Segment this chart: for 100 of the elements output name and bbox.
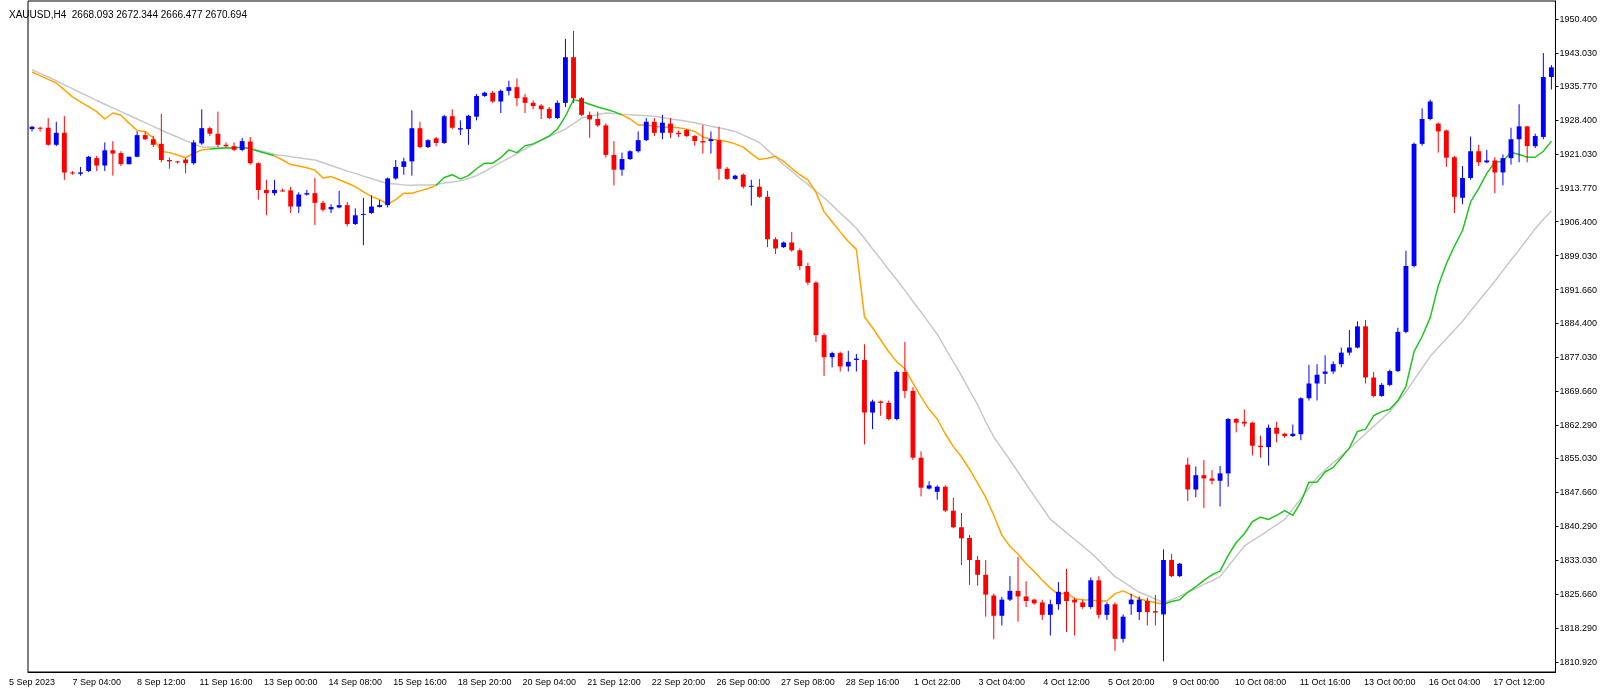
x-tick-label: 20 Sep 04:00 (522, 676, 577, 687)
candlestick (231, 141, 237, 152)
candlestick (1524, 125, 1530, 163)
x-tick-label: 22 Sep 20:00 (651, 676, 706, 687)
candlestick (498, 88, 504, 114)
candlestick (708, 130, 714, 155)
candlestick (369, 194, 374, 215)
candlestick (474, 93, 479, 121)
text: XAUUSD,H4 2668.093 2672.344 2666.477 2670.694 (9, 8, 248, 20)
x-tick-label: 10 Oct 08:00 (1234, 676, 1287, 687)
candlestick (1516, 103, 1522, 163)
candlestick (199, 108, 205, 146)
candlestick (344, 201, 350, 227)
candlestick (102, 141, 108, 172)
candlestick (1322, 354, 1328, 385)
candlestick (1338, 347, 1344, 368)
candlestick (449, 108, 455, 130)
candlestick (975, 555, 981, 587)
candlestick (942, 484, 948, 513)
candlestick (1274, 421, 1280, 443)
x-tick-label: 18 Sep 20:00 (457, 676, 512, 687)
candlestick (191, 139, 197, 166)
candlestick (393, 159, 399, 181)
x-tick-label: 4 Oct 12:00 (1043, 676, 1090, 687)
y-tick-label: 1847.660 (1559, 487, 1598, 498)
y-tick-label: 1906.400 (1559, 216, 1598, 227)
x-tick-label: 5 Oct 20:00 (1107, 676, 1155, 687)
candlestick (1144, 597, 1150, 626)
candlestick (587, 111, 593, 139)
x-tick-label: 5 Sep 2023 (9, 676, 56, 687)
y-tick-label: 1884.400 (1559, 318, 1598, 329)
y-tick-label: 1862.290 (1559, 420, 1598, 431)
candlestick (288, 186, 294, 214)
candlestick (635, 130, 641, 154)
candlestick (983, 559, 989, 618)
y-tick-label: 1899.030 (1559, 250, 1598, 261)
candlestick (336, 190, 342, 209)
y-tick-label: 1913.770 (1559, 182, 1598, 193)
candlestick (845, 350, 851, 373)
candlestick (45, 117, 51, 147)
candlestick (870, 399, 875, 430)
candlestick (1460, 165, 1465, 205)
candlestick (1492, 156, 1498, 194)
candlestick (1193, 465, 1199, 498)
candlestick (805, 262, 811, 286)
candlestick (554, 100, 560, 120)
x-tick-label: 27 Sep 08:00 (781, 676, 835, 687)
candlestick (1427, 99, 1433, 121)
candlestick (1209, 469, 1215, 485)
candlestick (748, 179, 754, 207)
candlestick (926, 480, 932, 490)
candlestick (579, 96, 585, 117)
candlestick (1023, 580, 1029, 608)
line-series (31, 68, 1553, 604)
x-tick-label: 28 Sep 16:00 (845, 676, 900, 687)
candlestick (660, 114, 665, 140)
candlestick (829, 351, 835, 368)
candlestick (902, 341, 908, 399)
candlestick (1128, 593, 1134, 616)
y-tick-label: 1869.660 (1559, 386, 1598, 397)
candlestick (110, 140, 116, 177)
candlestick (837, 351, 843, 373)
candlestick (466, 114, 471, 146)
candlestick (530, 100, 536, 110)
candlestick (1249, 421, 1255, 456)
candlestick (1435, 122, 1441, 154)
candlestick (1064, 568, 1069, 633)
x-tick-label: 3 Oct 04:00 (978, 676, 1026, 687)
x-tick-label: 13 Sep 00:00 (263, 676, 318, 687)
x-tick-label: 11 Sep 16:00 (199, 676, 253, 687)
x-tick-label: 15 Sep 16:00 (393, 676, 447, 687)
y-tick-label: 1921.030 (1559, 149, 1598, 160)
y-tick-label: 1943.030 (1559, 47, 1598, 58)
candlestick (886, 400, 892, 421)
candlestick (134, 130, 140, 158)
candlestick (797, 247, 803, 271)
y-tick-label: 1840.290 (1559, 521, 1598, 532)
candlestick (1120, 613, 1126, 644)
candlestick (668, 117, 673, 139)
x-tick-label: 8 Sep 12:00 (137, 676, 186, 687)
candlestick (950, 497, 956, 529)
candlestick (1371, 371, 1377, 398)
x-tick-label: 11 Oct 16:00 (1299, 676, 1351, 687)
candlestick (1201, 459, 1207, 509)
y-tick-label: 1935.770 (1559, 81, 1598, 92)
candlestick (991, 593, 997, 640)
candlestick (643, 117, 649, 142)
x-tick-label: 9 Oct 00:00 (1172, 676, 1220, 687)
candlestick (999, 596, 1005, 626)
y-tick-label: 1877.030 (1559, 352, 1598, 363)
candlestick (53, 121, 59, 147)
y-tick-label: 1818.290 (1559, 622, 1598, 633)
candlestick (263, 179, 269, 216)
y-tick-label: 1891.660 (1559, 284, 1598, 295)
candlestick (1152, 594, 1158, 626)
x-tick-label: 14 Sep 08:00 (328, 676, 383, 687)
y-tick-label: 1833.030 (1559, 554, 1598, 565)
candlestick (1549, 64, 1554, 90)
candlestick (1056, 581, 1061, 611)
candlestick (1136, 595, 1142, 621)
